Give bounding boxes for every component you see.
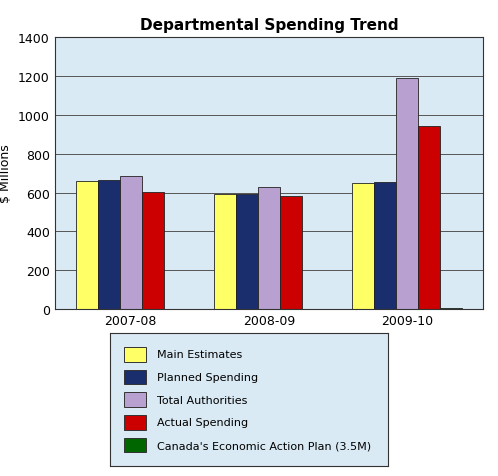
- Bar: [396, 79, 418, 309]
- Bar: [352, 184, 374, 309]
- Text: Planned Spending: Planned Spending: [157, 372, 258, 382]
- Bar: [124, 393, 146, 407]
- Title: Departmental Spending Trend: Departmental Spending Trend: [139, 18, 398, 33]
- Text: Actual Spending: Actual Spending: [157, 417, 248, 427]
- Bar: [124, 415, 146, 430]
- Bar: [280, 197, 302, 309]
- Bar: [124, 347, 146, 362]
- Bar: [236, 195, 258, 309]
- X-axis label: Fiscal Year: Fiscal Year: [231, 333, 307, 346]
- Text: Main Estimates: Main Estimates: [157, 349, 242, 359]
- Bar: [98, 180, 120, 309]
- Bar: [76, 181, 98, 309]
- Bar: [124, 370, 146, 385]
- Text: Total Authorities: Total Authorities: [157, 395, 248, 405]
- Bar: [214, 195, 236, 309]
- Bar: [374, 182, 396, 309]
- Bar: [120, 177, 142, 309]
- Bar: [142, 192, 164, 309]
- Y-axis label: $ Millions: $ Millions: [0, 144, 12, 203]
- Text: Canada's Economic Action Plan (3.5M): Canada's Economic Action Plan (3.5M): [157, 440, 371, 450]
- Bar: [124, 438, 146, 453]
- Bar: [418, 127, 440, 309]
- Bar: [258, 188, 280, 309]
